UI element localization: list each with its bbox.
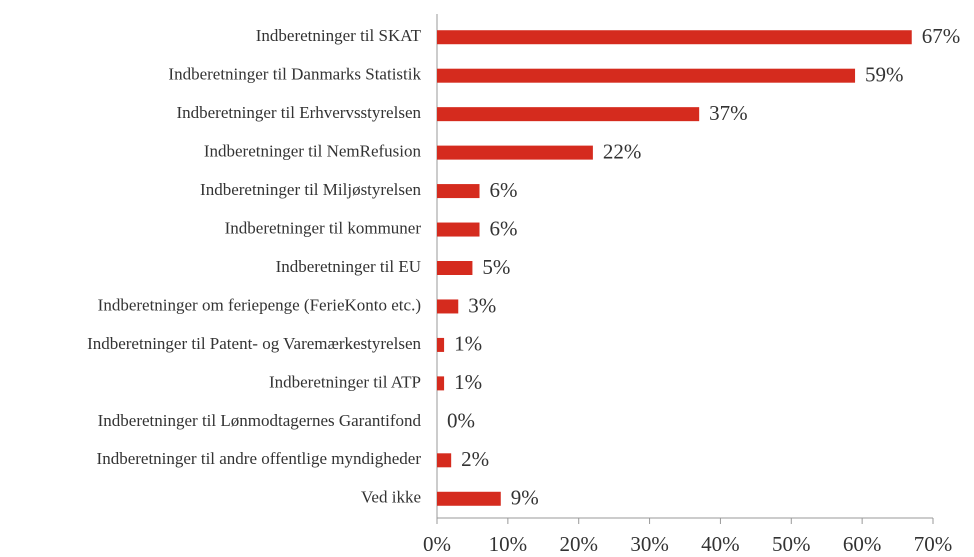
- value-label: 1%: [454, 332, 482, 356]
- value-label: 6%: [490, 216, 518, 240]
- category-label: Indberetninger til Danmarks Statistik: [168, 65, 421, 84]
- bar: [437, 453, 452, 468]
- value-label: 6%: [490, 178, 518, 202]
- bar: [437, 107, 700, 122]
- value-label: 67%: [922, 24, 961, 48]
- bar: [437, 337, 445, 352]
- x-tick-label: 30%: [630, 532, 669, 556]
- bar: [437, 68, 856, 83]
- value-label: 37%: [709, 101, 748, 125]
- bar: [437, 30, 912, 45]
- category-label: Indberetninger til EU: [276, 257, 421, 276]
- x-tick-label: 10%: [489, 532, 528, 556]
- bar: [437, 184, 480, 199]
- value-label: 2%: [461, 447, 489, 471]
- category-label: Indberetninger til NemRefusion: [204, 142, 422, 161]
- x-tick-label: 60%: [843, 532, 882, 556]
- value-label: 22%: [603, 139, 642, 163]
- category-label: Indberetninger til kommuner: [225, 218, 422, 237]
- value-label: 0%: [447, 409, 475, 433]
- bar: [437, 299, 459, 314]
- value-label: 9%: [511, 486, 539, 510]
- x-tick-label: 50%: [772, 532, 811, 556]
- category-label: Indberetninger til SKAT: [256, 26, 422, 45]
- bar: [437, 376, 445, 391]
- value-label: 1%: [454, 370, 482, 394]
- bar: [437, 491, 501, 506]
- value-label: 3%: [468, 293, 496, 317]
- value-label: 5%: [482, 255, 510, 279]
- x-tick-label: 20%: [559, 532, 598, 556]
- category-label: Indberetninger til andre offentlige mynd…: [97, 449, 422, 468]
- value-label: 59%: [865, 63, 904, 87]
- bar: [437, 222, 480, 237]
- category-label: Indberetninger til Miljøstyrelsen: [200, 180, 421, 199]
- category-label: Indberetninger om feriepenge (FerieKonto…: [98, 295, 421, 314]
- category-label: Indberetninger til Lønmodtagernes Garant…: [98, 411, 422, 430]
- x-tick-label: 0%: [423, 532, 451, 556]
- x-tick-label: 40%: [701, 532, 740, 556]
- category-label: Indberetninger til Patent- og Varemærkes…: [87, 334, 421, 353]
- category-label: Indberetninger til ATP: [269, 372, 421, 391]
- category-label: Ved ikke: [361, 488, 421, 507]
- bar: [437, 145, 593, 160]
- bar: [437, 261, 473, 275]
- x-tick-label: 70%: [914, 532, 953, 556]
- category-label: Indberetninger til Erhvervsstyrelsen: [176, 103, 421, 122]
